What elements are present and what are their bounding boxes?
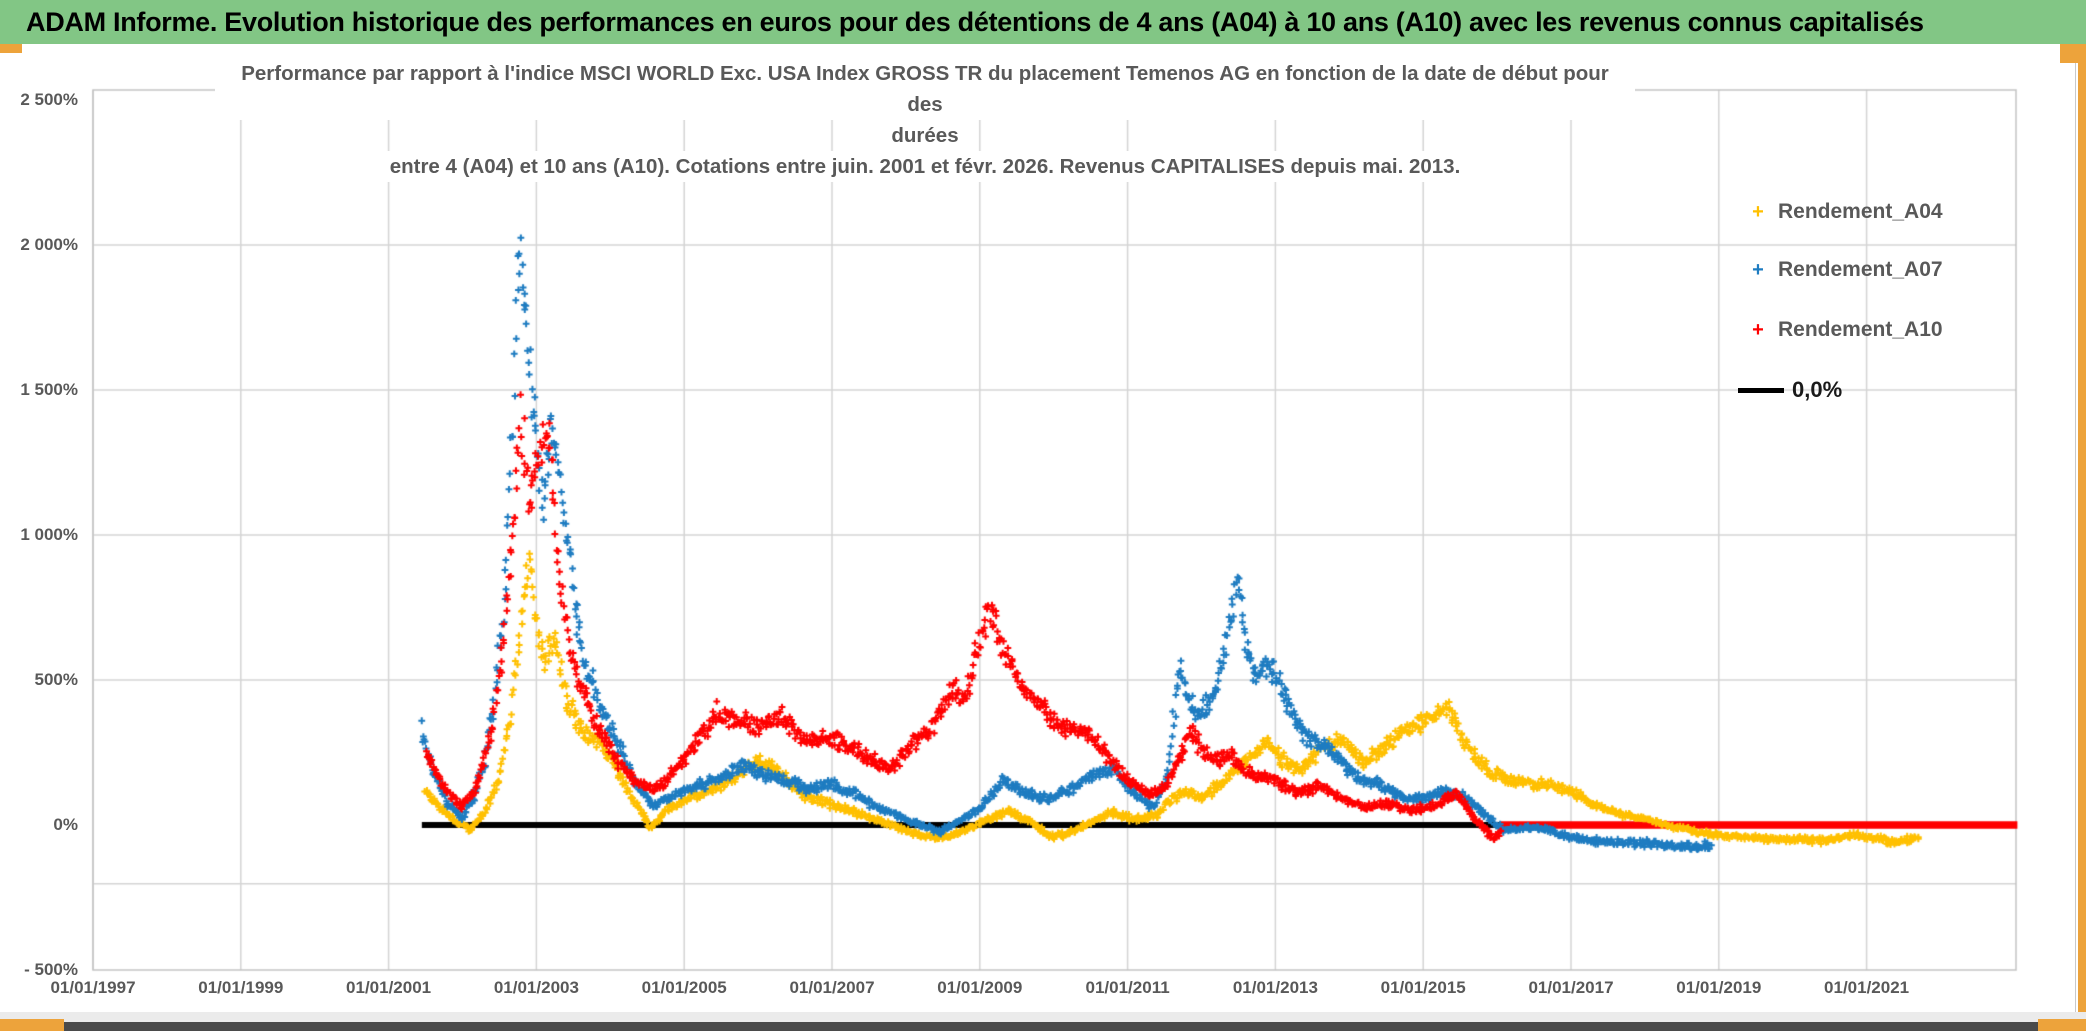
legend-line-swatch-icon	[1738, 387, 1784, 393]
x-axis-tick-label: 01/01/2013	[1232, 978, 1318, 997]
x-axis-tick-label: 01/01/1997	[50, 978, 136, 997]
x-axis-tick-label: 01/01/2009	[937, 978, 1023, 997]
chart-title-line-3: entre 4 (A04) et 10 ans (A10). Cotations…	[383, 151, 1467, 182]
gold-tab-top-left	[0, 44, 22, 53]
gold-corner-bottom-right	[2038, 1019, 2086, 1031]
x-axis-tick-label: 01/01/2003	[493, 978, 579, 997]
x-axis-tick-label: 01/01/2021	[1824, 978, 1910, 997]
chart-title-line-2: durées	[885, 120, 965, 151]
x-axis-tick-label: 01/01/2017	[1528, 978, 1614, 997]
y-axis-tick-label: 1 500%	[20, 380, 78, 399]
legend-plus-marker-icon: +	[1752, 200, 1764, 223]
gold-corner-bottom-left	[0, 1019, 64, 1031]
legend-plus-marker-icon: +	[1752, 258, 1764, 281]
y-axis-tick-label: - 500%	[24, 960, 78, 979]
chart-area: Performance par rapport à l'indice MSCI …	[0, 44, 2086, 1012]
bottom-dark-strip	[64, 1022, 2038, 1031]
bottom-light-strip	[0, 1012, 2086, 1022]
legend-item-0-0-: 0,0%	[1738, 374, 2078, 406]
legend-item-rendement-a10: + Rendement_A10	[1738, 314, 2078, 346]
report-title: ADAM Informe. Evolution historique des p…	[26, 6, 1924, 37]
legend-item-rendement-a04: + Rendement_A04	[1738, 196, 2078, 228]
y-axis-tick-label: 2 000%	[20, 235, 78, 254]
x-axis-tick-label: 01/01/2001	[346, 978, 432, 997]
x-axis-tick-label: 01/01/1999	[198, 978, 284, 997]
legend-label: Rendement_A04	[1778, 200, 1943, 223]
y-axis-tick-label: 0%	[53, 815, 78, 834]
x-axis-tick-label: 01/01/2005	[641, 978, 727, 997]
legend-label: 0,0%	[1792, 377, 1843, 402]
legend-label: Rendement_A07	[1778, 258, 1943, 281]
chart-plot-canvas	[0, 44, 2086, 1012]
legend-label: Rendement_A10	[1778, 318, 1943, 341]
report-header: ADAM Informe. Evolution historique des p…	[0, 0, 2086, 44]
chart-title-line-1: Performance par rapport à l'indice MSCI …	[215, 58, 1635, 120]
legend-plus-marker-icon: +	[1752, 318, 1764, 341]
x-axis-tick-label: 01/01/2011	[1085, 978, 1170, 997]
x-axis-tick-label: 01/01/2007	[789, 978, 875, 997]
gold-border-right	[2078, 44, 2086, 1031]
y-axis-tick-label: 2 500%	[20, 90, 78, 109]
x-axis-tick-label: 01/01/2019	[1676, 978, 1762, 997]
y-axis-tick-label: 500%	[34, 670, 78, 689]
y-axis-tick-label: 1 000%	[20, 525, 78, 544]
legend-item-rendement-a07: + Rendement_A07	[1738, 254, 2078, 286]
x-axis-tick-label: 01/01/2015	[1380, 978, 1466, 997]
chart-title: Performance par rapport à l'indice MSCI …	[215, 58, 1635, 182]
